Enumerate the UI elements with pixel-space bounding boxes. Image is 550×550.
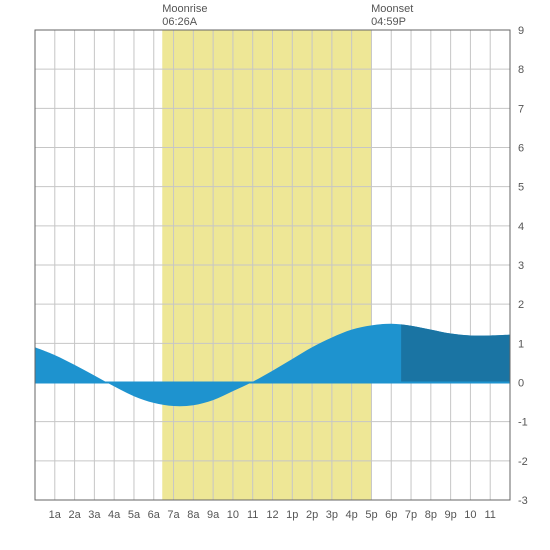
x-tick-label: 11 [247,509,258,521]
y-tick-label: -2 [518,456,528,468]
y-tick-label: -3 [518,495,528,507]
moonrise-label: Moonrise [162,3,207,15]
x-tick-label: 2p [306,509,318,521]
x-tick-label: 5p [365,509,377,521]
x-tick-label: 1a [49,509,62,521]
x-tick-label: 3a [88,509,101,521]
x-tick-label: 4a [108,509,121,521]
y-tick-label: 2 [518,299,524,311]
x-tick-label: 9p [445,509,457,521]
y-tick-label: 1 [518,338,524,350]
moonset-time: 04:59P [371,16,406,28]
x-tick-label: 9a [207,509,220,521]
x-tick-label: 11 [484,509,495,521]
x-tick-label: 2a [68,509,81,521]
y-tick-label: 8 [518,64,524,76]
moonrise-time: 06:26A [162,16,198,28]
y-tick-label: 9 [518,25,524,37]
y-tick-label: 6 [518,143,524,155]
x-tick-label: 12 [266,509,278,521]
x-tick-label: 10 [464,509,476,521]
x-tick-label: 7p [405,509,417,521]
tide-chart: -3-2-101234567891a2a3a4a5a6a7a8a9a101112… [0,0,550,550]
moonset-label: Moonset [371,3,413,15]
chart-svg: -3-2-101234567891a2a3a4a5a6a7a8a9a101112… [0,0,550,550]
y-tick-label: 0 [518,378,524,390]
x-tick-label: 6a [148,509,161,521]
x-tick-label: 3p [326,509,338,521]
y-tick-label: 7 [518,103,524,115]
x-tick-label: 4p [346,509,358,521]
y-tick-label: 5 [518,182,524,194]
y-tick-label: -1 [518,417,528,429]
x-tick-label: 8a [187,509,200,521]
y-tick-label: 3 [518,260,524,272]
x-tick-label: 10 [227,509,239,521]
x-tick-label: 1p [286,509,298,521]
x-tick-label: 8p [425,509,437,521]
x-tick-label: 5a [128,509,141,521]
y-tick-label: 4 [518,221,524,233]
x-tick-label: 7a [167,509,180,521]
x-tick-label: 6p [385,509,397,521]
